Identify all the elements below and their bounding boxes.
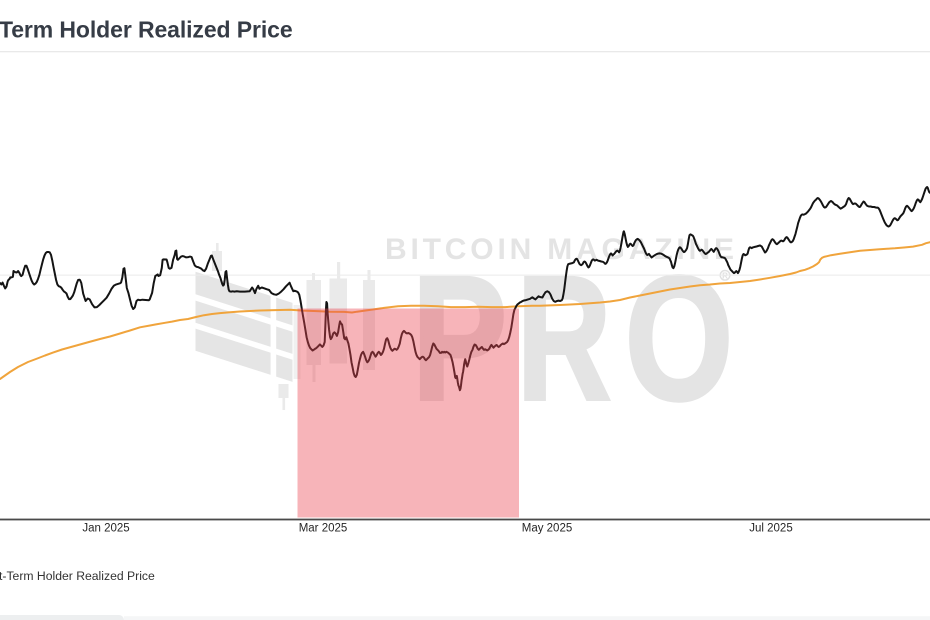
svg-text:Mar 2025: Mar 2025 (299, 523, 348, 535)
svg-text:O: O (625, 241, 733, 437)
svg-text:P: P (412, 241, 507, 437)
svg-text:Term Holder Realized Price: Term Holder Realized Price (0, 17, 293, 43)
svg-text:May 2025: May 2025 (522, 523, 573, 535)
svg-text:Jul 2025: Jul 2025 (749, 523, 792, 535)
svg-text:Jan 2025: Jan 2025 (82, 523, 129, 535)
svg-text:R: R (517, 241, 611, 437)
svg-text:R: R (722, 272, 728, 281)
svg-text:t-Term Holder Realized Price: t-Term Holder Realized Price (0, 569, 155, 583)
